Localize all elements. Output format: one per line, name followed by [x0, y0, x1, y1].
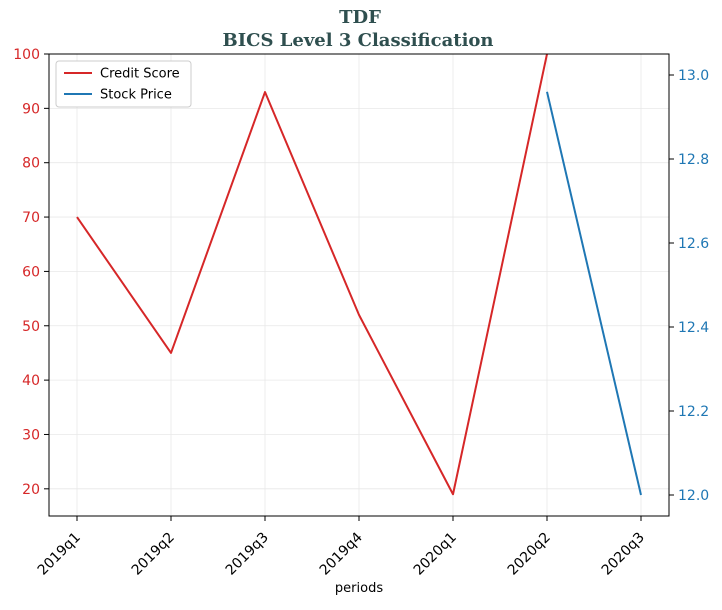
left-tick-label: 30 — [22, 427, 40, 443]
right-axis: 12.0 12.2 12.4 12.6 12.8 13.0 — [669, 68, 709, 504]
left-tick-label: 100 — [13, 47, 40, 63]
left-tick-label: 70 — [22, 210, 40, 226]
x-tick-label: 2020q3 — [599, 530, 648, 579]
x-tick-label: 2020q1 — [411, 530, 460, 579]
left-axis: 20 30 40 50 60 70 80 90 100 — [13, 47, 49, 498]
right-tick-label: 12.2 — [678, 404, 709, 420]
grid — [49, 53, 669, 516]
legend-label-stock-price: Stock Price — [100, 88, 172, 103]
right-tick-label: 12.8 — [678, 152, 709, 168]
right-tick-label: 12.4 — [678, 320, 709, 336]
chart-subtitle: BICS Level 3 Classification — [222, 30, 493, 51]
series-line-credit-score — [76, 54, 548, 496]
right-tick-label: 12.6 — [678, 236, 709, 252]
legend: Credit Score Stock Price — [55, 60, 192, 108]
x-tick-label: 2020q2 — [505, 530, 554, 579]
x-axis: 2019q1 2019q2 2019q3 2019q4 2020q1 2020q2 2020… — [35, 516, 648, 579]
x-tick-label: 2019q3 — [223, 530, 272, 579]
left-tick-label: 20 — [22, 482, 40, 498]
x-tick-label: 2019q4 — [317, 529, 366, 578]
right-tick-label: 12.0 — [678, 488, 709, 504]
x-tick-label: 2019q2 — [129, 530, 178, 579]
series-line-stock-price — [546, 91, 642, 496]
chart-title: TDF — [339, 7, 381, 28]
x-axis-label: periods — [335, 581, 383, 596]
left-tick-label: 60 — [22, 264, 40, 280]
x-tick-label: 2019q1 — [35, 530, 84, 579]
left-tick-label: 40 — [22, 373, 40, 389]
left-tick-label: 90 — [22, 101, 40, 117]
right-tick-label: 13.0 — [678, 68, 709, 84]
legend-label-credit-score: Credit Score — [100, 67, 180, 82]
left-tick-label: 80 — [22, 156, 40, 172]
left-tick-label: 50 — [22, 319, 40, 335]
series-layer — [76, 54, 642, 496]
